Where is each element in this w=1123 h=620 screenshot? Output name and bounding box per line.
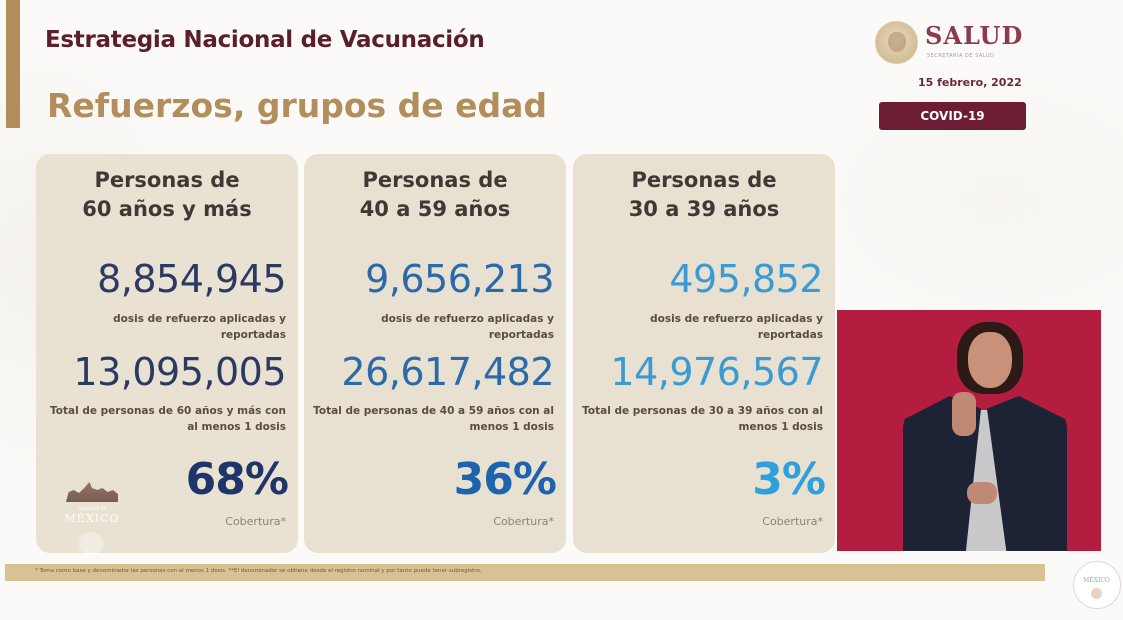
page-subtitle: Refuerzos, grupos de edad [47, 86, 548, 125]
total-persons-value: 14,976,567 [610, 350, 823, 394]
coverage-percent: 3% [752, 454, 826, 505]
total-persons-value: 13,095,005 [73, 350, 286, 394]
coverage-label: Cobertura* [762, 515, 823, 528]
covid-badge: COVID-19 [879, 102, 1026, 130]
booster-doses-value: 9,656,213 [365, 257, 554, 301]
card-title: Personas de 30 a 39 años [573, 166, 835, 224]
salud-wordmark: SALUD [925, 21, 1024, 50]
gob-logo-small-text: GOBIERNO DE [77, 506, 107, 511]
interpreter-face [968, 332, 1012, 388]
total-persons-label: Total de personas de 60 años y más con a… [50, 405, 286, 433]
gobierno-mexico-logo: GOBIERNO DE MÉXICO [60, 476, 124, 536]
salud-logo: SALUD SECRETARÍA DE SALUD [872, 20, 1032, 66]
accent-bar [6, 0, 20, 128]
total-persons-value: 26,617,482 [341, 350, 554, 394]
card-title: Personas de 40 a 59 años [304, 166, 566, 224]
interpreter-hand-raised [952, 392, 976, 436]
date-label: 15 febrero, 2022 [918, 76, 1022, 89]
booster-doses-label: dosis de refuerzo aplicadas y reportadas [113, 313, 286, 341]
sign-language-interpreter-video [837, 310, 1101, 551]
card-title-line2: 40 a 59 años [359, 197, 511, 221]
card-title: Personas de 60 años y más [36, 166, 298, 224]
booster-doses-label: dosis de refuerzo aplicadas y reportadas [650, 313, 823, 341]
seal-emblem-icon [1091, 588, 1102, 599]
interpreter-hand-lower [967, 482, 997, 504]
coverage-label: Cobertura* [493, 515, 554, 528]
salud-subtitle: SECRETARÍA DE SALUD [927, 53, 995, 59]
gob-logo-text: MÉXICO [64, 512, 120, 525]
coverage-percent: 68% [185, 454, 289, 505]
coverage-percent: 36% [453, 454, 557, 505]
booster-doses-label: dosis de refuerzo aplicadas y reportadas [381, 313, 554, 341]
gobierno-mexico-seal-icon: MÉXICO [1073, 561, 1121, 609]
watermark-seal-icon [79, 532, 103, 556]
national-seal-icon [875, 21, 918, 64]
total-persons-label: Total de personas de 40 a 59 años con al… [313, 405, 554, 433]
heroes-figures-icon [66, 482, 118, 502]
total-persons-label: Total de personas de 30 a 39 años con al… [582, 405, 823, 433]
booster-doses-value: 8,854,945 [97, 257, 286, 301]
card-30-39: Personas de 30 a 39 años 495,852 dosis d… [573, 154, 835, 553]
seal-text: MÉXICO [1083, 577, 1110, 584]
card-title-line1: Personas de [631, 168, 777, 192]
card-title-line1: Personas de [94, 168, 240, 192]
booster-doses-value: 495,852 [669, 257, 823, 301]
card-title-line1: Personas de [362, 168, 508, 192]
footnote-bar: * Toma como base y denominador las perso… [5, 564, 1045, 581]
card-40-59: Personas de 40 a 59 años 9,656,213 dosis… [304, 154, 566, 553]
coverage-label: Cobertura* [225, 515, 286, 528]
footnote-text: * Toma como base y denominador las perso… [35, 568, 482, 574]
card-60-plus: Personas de 60 años y más 8,854,945 dosi… [36, 154, 298, 556]
card-title-line2: 30 a 39 años [628, 197, 780, 221]
card-title-line2: 60 años y más [82, 197, 252, 221]
page-title: Estrategia Nacional de Vacunación [45, 27, 485, 53]
